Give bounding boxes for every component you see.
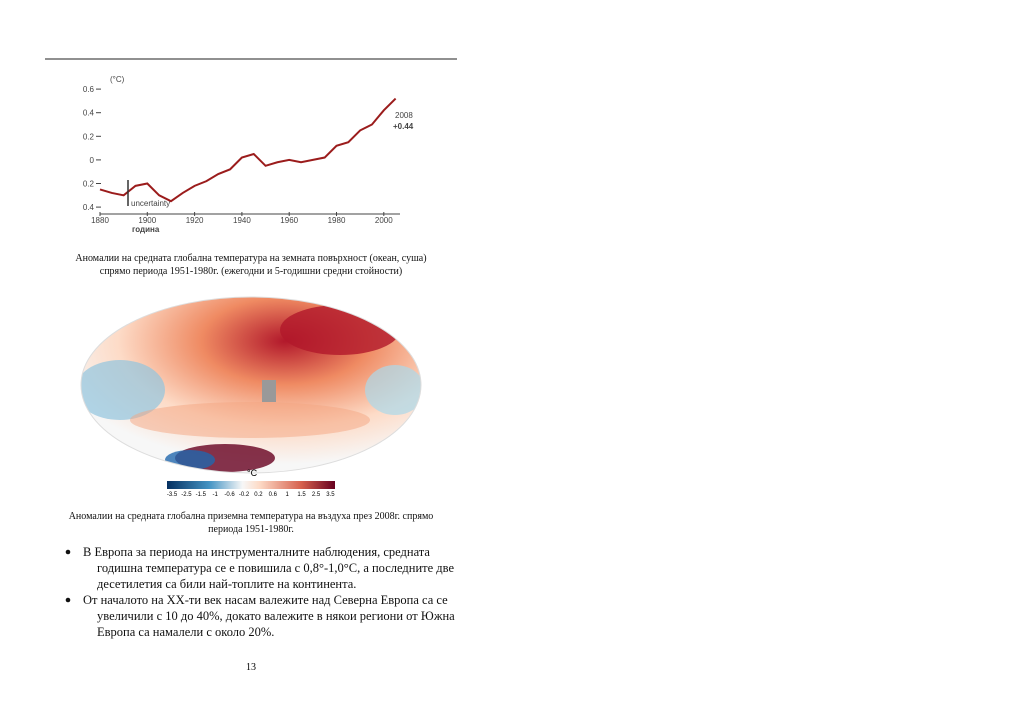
color-bar: [167, 481, 335, 489]
caption: периода 1951-1980г.: [208, 524, 294, 535]
bullet-text: годишна температура се е повишила с 0,8°…: [97, 561, 454, 575]
temperature-chart: (°C) 0.6 0.4 0.2 0 0.2 0.4 1880 1900 1920 1940 1960…: [83, 75, 414, 234]
annotation: +0.44: [393, 122, 414, 131]
x-tick-label: 1880: [91, 216, 109, 225]
y-tick-label: 0.2: [83, 132, 95, 141]
color-bar-label: 2.5: [312, 492, 321, 498]
caption: Аномалии на средната глобална приземна т…: [69, 511, 434, 522]
bullet-text: Европа са намалели с около 20%.: [97, 625, 274, 639]
y-tick-label: 0.4: [83, 109, 95, 118]
color-bar-label: 1: [286, 492, 290, 498]
annotation: uncertainty: [131, 199, 170, 208]
x-tick-label: 1960: [280, 216, 298, 225]
x-tick-label: 1920: [186, 216, 204, 225]
x-tick-label: 1900: [138, 216, 156, 225]
x-tick-label: 1980: [328, 216, 346, 225]
bullet-list: В Европа за периода на инструменталните …: [65, 545, 455, 639]
x-tick-label: 2000: [375, 216, 393, 225]
y-unit: (°C): [110, 75, 125, 84]
color-bar-label: -0.2: [239, 492, 250, 498]
page-number: 13: [246, 662, 256, 673]
bullet: [65, 549, 71, 555]
color-bar-label: -2.5: [181, 492, 192, 498]
caption: спрямо периода 1951-1980г. (ежегодни и 5…: [100, 266, 403, 277]
bullet-text: В Европа за периода на инструменталните …: [83, 545, 430, 559]
color-bar-label: -1: [213, 492, 219, 498]
annotation: 2008: [395, 111, 413, 120]
x-axis-label: година: [132, 225, 160, 234]
anomaly-line: [99, 97, 397, 203]
color-bar-label: 0.2: [254, 492, 263, 498]
caption: Аномалии на средната глобална температур…: [75, 253, 426, 264]
bullet: [65, 597, 71, 603]
color-bar-label: -1.5: [196, 492, 207, 498]
x-tick-label: 1940: [233, 216, 251, 225]
color-bar-labels: -3.5 -2.5 -1.5 -1 -0.6 -0.2 0.2 0.6 1 1.5 2.5 3.5: [167, 492, 335, 498]
color-bar-label: -3.5: [167, 492, 178, 498]
color-bar-label: 1.5: [297, 492, 306, 498]
color-bar-label: 0.6: [269, 492, 278, 498]
bullet-text: От началото на XX-ти век насам валежите …: [83, 593, 448, 607]
color-bar-label: 3.5: [326, 492, 335, 498]
y-tick-label: 0.2: [83, 180, 95, 189]
bullet-text: десетилетия са били най-топлите на конти…: [97, 577, 356, 591]
bullet-text: увеличили с 10 до 40%, докато валежите в…: [97, 609, 455, 623]
y-tick-label: 0: [90, 156, 95, 165]
y-tick-label: 0.6: [83, 85, 95, 94]
y-tick-label: 0.4: [83, 203, 95, 212]
map-unit: °C: [247, 468, 258, 478]
map-outline: [80, 296, 422, 474]
color-bar-label: -0.6: [224, 492, 235, 498]
